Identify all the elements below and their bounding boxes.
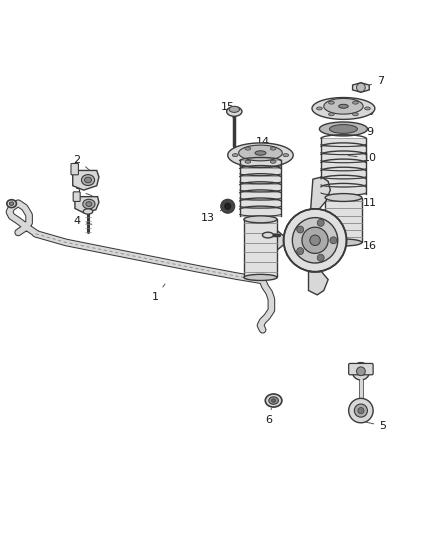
Circle shape [330, 237, 337, 244]
Polygon shape [240, 159, 282, 216]
Text: 10: 10 [348, 153, 377, 163]
Circle shape [292, 217, 338, 263]
Circle shape [317, 220, 324, 227]
Polygon shape [311, 177, 330, 209]
Ellipse shape [10, 202, 14, 205]
Text: 12: 12 [249, 241, 263, 256]
Circle shape [357, 367, 365, 376]
FancyBboxPatch shape [325, 198, 362, 243]
Text: 6: 6 [266, 408, 273, 425]
Polygon shape [228, 143, 293, 167]
Ellipse shape [245, 160, 251, 163]
Polygon shape [321, 138, 366, 195]
FancyBboxPatch shape [73, 192, 80, 201]
Text: 7: 7 [366, 76, 384, 86]
Text: 11: 11 [353, 198, 377, 208]
Circle shape [352, 362, 370, 380]
FancyBboxPatch shape [71, 164, 78, 175]
Circle shape [354, 404, 367, 417]
Ellipse shape [325, 239, 362, 246]
Text: 3: 3 [74, 185, 92, 196]
Text: 8: 8 [348, 107, 373, 117]
Ellipse shape [353, 101, 358, 104]
Ellipse shape [86, 201, 92, 206]
Circle shape [297, 226, 304, 233]
Ellipse shape [270, 147, 276, 150]
Polygon shape [319, 122, 367, 136]
Ellipse shape [85, 177, 92, 183]
Polygon shape [324, 99, 363, 114]
Circle shape [357, 83, 365, 92]
Ellipse shape [317, 107, 322, 110]
Polygon shape [267, 229, 284, 251]
Ellipse shape [325, 193, 362, 201]
Circle shape [221, 199, 235, 213]
Ellipse shape [245, 147, 251, 150]
Text: 2: 2 [74, 155, 90, 171]
Ellipse shape [244, 274, 277, 280]
Circle shape [302, 227, 328, 253]
Ellipse shape [232, 154, 238, 157]
Circle shape [297, 248, 304, 255]
Text: 13: 13 [201, 209, 223, 223]
Ellipse shape [339, 104, 348, 108]
Text: 15: 15 [221, 102, 235, 118]
Ellipse shape [328, 101, 334, 104]
FancyBboxPatch shape [349, 364, 373, 375]
Polygon shape [329, 125, 357, 133]
Ellipse shape [262, 232, 273, 238]
Polygon shape [308, 272, 328, 295]
Text: 16: 16 [350, 240, 377, 251]
Ellipse shape [353, 113, 358, 116]
Text: 4: 4 [74, 216, 92, 225]
Ellipse shape [226, 107, 242, 116]
Text: 1: 1 [152, 284, 165, 302]
Ellipse shape [265, 394, 282, 407]
Polygon shape [312, 98, 375, 119]
Text: 5: 5 [366, 421, 386, 431]
Ellipse shape [244, 216, 277, 223]
Ellipse shape [7, 200, 16, 207]
Ellipse shape [283, 154, 289, 157]
Ellipse shape [229, 106, 240, 112]
Circle shape [284, 209, 346, 272]
Circle shape [317, 254, 324, 261]
Ellipse shape [269, 397, 279, 404]
Ellipse shape [83, 209, 93, 214]
Ellipse shape [272, 399, 276, 402]
Polygon shape [353, 83, 369, 92]
Polygon shape [239, 145, 283, 161]
Circle shape [225, 203, 231, 209]
Polygon shape [75, 197, 99, 213]
Ellipse shape [255, 151, 266, 155]
Ellipse shape [83, 199, 95, 209]
Text: 9: 9 [348, 127, 373, 137]
Ellipse shape [270, 160, 276, 163]
Ellipse shape [328, 113, 334, 116]
FancyBboxPatch shape [244, 220, 277, 277]
Polygon shape [73, 171, 99, 190]
Text: 14: 14 [256, 137, 270, 155]
Ellipse shape [81, 175, 95, 185]
Ellipse shape [364, 107, 370, 110]
Circle shape [349, 398, 373, 423]
Circle shape [358, 408, 364, 414]
Circle shape [310, 235, 320, 246]
